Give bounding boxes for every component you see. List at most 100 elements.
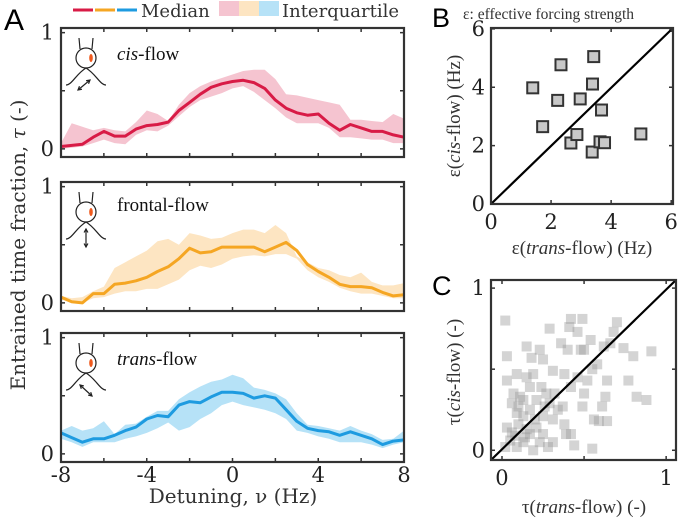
y-tick-label: 1 — [472, 276, 485, 300]
scatter-point — [556, 338, 567, 349]
fly-head-icon — [75, 47, 97, 69]
scatter-point — [623, 375, 634, 386]
y-tick-label: 0 — [472, 438, 485, 462]
series-label-trans: trans-flow — [117, 349, 198, 370]
eye-spot-icon — [89, 208, 93, 216]
scatter-point — [501, 422, 512, 433]
x-tick-label: 4 — [312, 463, 325, 487]
scatter-point — [538, 354, 549, 365]
median-line-frontal — [60, 240, 405, 305]
y-tick-label: 2 — [472, 134, 485, 158]
scatter-point — [534, 437, 545, 448]
arrow-head — [85, 79, 91, 84]
panel-label-a: A — [4, 4, 24, 37]
scatter-point — [634, 127, 648, 141]
eye-spot-icon — [89, 359, 93, 367]
scatter-point — [500, 315, 511, 326]
scatter-point — [598, 136, 612, 150]
arrow-shaft — [79, 384, 93, 397]
fly-head-icon — [75, 352, 97, 374]
y-tick-label: 0 — [41, 442, 54, 466]
scatter-point — [542, 442, 553, 453]
arrow-head — [83, 227, 89, 233]
scatter-point — [585, 145, 599, 159]
scatter-point — [582, 375, 593, 386]
scatter-point — [513, 419, 524, 430]
legend-median-label: Median — [141, 1, 210, 22]
scatter-point — [593, 416, 604, 427]
panel-b-scatter: 0 2 4 6 0 2 4 6 — [472, 17, 678, 234]
scatter-point — [598, 341, 609, 352]
panel-label-b: B — [432, 3, 450, 33]
scatter-point — [562, 344, 573, 355]
scatter-point — [597, 401, 608, 412]
scatter-point — [561, 429, 572, 440]
scatter-point — [521, 424, 532, 435]
scatter-point — [547, 365, 558, 376]
identity-line — [490, 27, 674, 205]
fly-icon — [65, 191, 107, 249]
axes-frame — [489, 26, 675, 206]
antenna-icon — [78, 191, 94, 204]
panel-b-title: ε: effective forcing strength — [463, 6, 634, 23]
scatter-point — [587, 364, 598, 375]
panel-label-c: C — [432, 271, 452, 301]
scatter-point — [611, 317, 622, 328]
flow-arrow-icon — [77, 79, 91, 91]
x-tick-label: 0 — [226, 463, 239, 487]
series-label-cis: cis-flow — [117, 44, 180, 65]
antenna-icon — [78, 342, 94, 355]
scatter-point — [592, 359, 603, 370]
subplot-trans: 01 — [41, 326, 406, 466]
y-tick-label: 6 — [472, 17, 485, 41]
x-tick-label: -8 — [51, 463, 71, 487]
scatter-point — [506, 398, 517, 409]
antenna-icon — [78, 37, 94, 50]
y-tick-label: 0 — [41, 291, 54, 315]
scatter-point — [631, 391, 642, 402]
median-line-trans — [60, 390, 405, 447]
scatter-point — [501, 375, 512, 386]
scatter-point — [565, 313, 576, 324]
scatter-point — [602, 416, 613, 427]
x-tick-label: 6 — [665, 210, 678, 234]
scatter-point — [618, 343, 629, 354]
scatter-point — [547, 414, 558, 425]
scatter-point — [608, 326, 619, 337]
scatter-point — [536, 382, 547, 393]
scatter-point — [524, 429, 535, 440]
panel-b-xlabel: ε(trans-flow) (Hz) — [512, 238, 652, 259]
scatter-point — [528, 369, 539, 380]
legend-iqr-label: Interquartile — [282, 1, 399, 22]
scatter-point — [641, 395, 652, 405]
scatter-point — [547, 437, 558, 448]
x-tick-label: 0 — [495, 466, 508, 490]
scatter-point — [506, 427, 517, 438]
panel-c-scatter: 0 1 0 1 — [472, 276, 678, 490]
scatter-point — [588, 414, 599, 425]
scatter-point — [515, 391, 526, 402]
scatter-point — [585, 335, 596, 345]
scatter-point — [600, 391, 611, 402]
scatter-point — [587, 443, 598, 454]
arrow-shaft — [77, 79, 91, 91]
scatter-point — [595, 103, 609, 117]
fly-icon — [65, 37, 107, 91]
scatter-point — [559, 369, 570, 380]
fly-head-icon — [75, 201, 97, 223]
y-tick-label: 4 — [472, 75, 485, 99]
wing-icon — [65, 372, 107, 391]
scatter-point — [569, 440, 580, 451]
scatter-point — [511, 369, 522, 380]
scatter-point — [511, 407, 522, 418]
fly-icon — [65, 342, 107, 397]
arrow-head — [83, 243, 89, 249]
scatter-point — [577, 401, 588, 412]
scatter-point — [541, 388, 552, 399]
scatter-point — [524, 382, 535, 393]
wing-icon — [65, 67, 107, 86]
scatter-point — [534, 344, 545, 355]
scatter-point — [518, 437, 529, 448]
scatter-point — [529, 414, 540, 425]
